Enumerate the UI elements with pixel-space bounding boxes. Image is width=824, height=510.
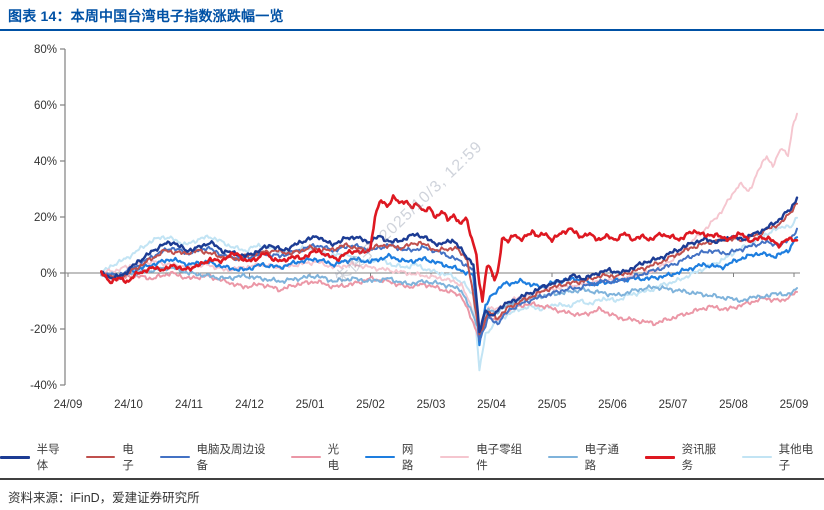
x-tick-label: 25/01 <box>296 399 325 411</box>
x-tick-label: 24/12 <box>235 399 264 411</box>
series-line-other-electronics <box>100 216 798 372</box>
series-line-computer-peripherals <box>100 227 798 342</box>
x-tick-label: 25/06 <box>598 399 627 411</box>
legend-swatch-electronics-distribution <box>547 456 578 458</box>
legend-swatch-internet <box>365 456 395 458</box>
legend-label: 电子零组件 <box>476 444 523 472</box>
legend-label: 光电 <box>327 444 340 472</box>
legend-swatch-other-electronics <box>741 456 772 458</box>
x-tick-label: 25/03 <box>417 399 446 411</box>
y-tick-label: 60% <box>34 100 57 112</box>
legend-label: 半导体 <box>36 444 60 472</box>
legend-item-computer-peripherals: 电脑及周边设备 <box>159 441 276 473</box>
figure-title: 图表 14：本周中国台湾电子指数涨跌幅一览 <box>8 8 284 24</box>
x-tick-label: 24/09 <box>54 399 83 411</box>
x-tick-label: 25/07 <box>659 399 688 411</box>
legend-item-semiconductor: 半导体 <box>0 441 71 473</box>
source-text: 资料来源：iFinD，爱建证券研究所 <box>8 491 200 505</box>
series-line-electronics-distribution <box>100 265 798 330</box>
legend-label: 网路 <box>401 444 414 472</box>
legend-label: 资讯服务 <box>681 444 717 472</box>
x-tick-label: 25/05 <box>538 399 567 411</box>
x-tick-label: 24/10 <box>114 399 143 411</box>
y-tick-label: -20% <box>30 324 57 336</box>
title-underline <box>0 29 824 31</box>
series-line-electronics <box>100 202 798 336</box>
legend-item-electronic-components: 电子零组件 <box>439 441 533 473</box>
legend-item-other-electronics: 其他电子 <box>741 441 824 473</box>
y-tick-label: 20% <box>34 212 57 224</box>
legend-swatch-optoelectronics <box>291 456 321 458</box>
legend-swatch-electronics <box>85 456 116 458</box>
x-tick-label: 25/08 <box>719 399 748 411</box>
y-tick-label: 0% <box>40 268 57 280</box>
y-tick-label: -40% <box>30 380 57 392</box>
legend-item-information-service: 资讯服务 <box>644 441 727 473</box>
legend-swatch-semiconductor <box>0 455 30 459</box>
series-line-information-service <box>100 194 799 303</box>
legend-item-electronics: 电子 <box>85 441 145 473</box>
series-line-internet <box>100 236 799 347</box>
x-tick-label: 25/04 <box>477 399 506 411</box>
y-tick-label: 40% <box>34 156 57 168</box>
legend-label: 其他电子 <box>778 444 814 472</box>
source-rule <box>0 478 824 480</box>
legend-swatch-computer-peripherals <box>159 456 190 458</box>
legend-swatch-electronic-components <box>439 456 470 458</box>
x-tick-label: 24/11 <box>175 399 203 411</box>
series-line-semiconductor <box>100 196 799 334</box>
legend-label: 电子通路 <box>584 444 620 472</box>
legend-swatch-information-service <box>644 455 675 459</box>
legend-item-electronics-distribution: 电子通路 <box>547 441 630 473</box>
legend-item-internet: 网路 <box>365 441 424 473</box>
legend-label: 电脑及周边设备 <box>196 444 266 472</box>
x-tick-label: 25/09 <box>780 399 809 411</box>
legend-item-optoelectronics: 光电 <box>291 441 350 473</box>
legend-label: 电子 <box>122 444 134 472</box>
chart-legend: 半导体 电子 电脑及周边设备 光电 网路 电子零组件 电子通路 资讯服务 其他电子 <box>0 441 824 473</box>
x-tick-label: 25/02 <box>356 399 385 411</box>
y-tick-label: 80% <box>34 44 57 56</box>
series-line-optoelectronics <box>100 270 798 340</box>
